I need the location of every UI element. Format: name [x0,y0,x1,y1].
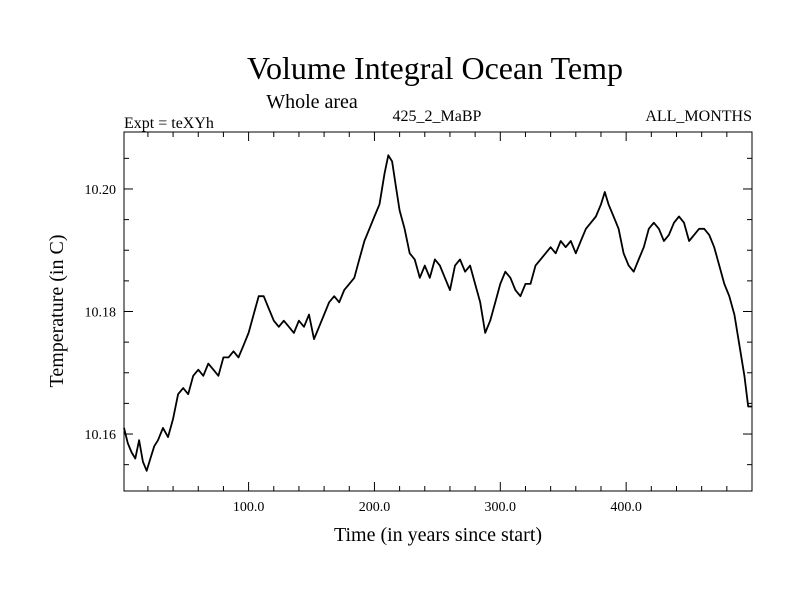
y-axis-label: Temperature (in C) [46,235,68,388]
x-tick-label: 400.0 [610,500,642,515]
x-tick-label: 200.0 [359,500,391,515]
annotation-right: ALL_MONTHS [645,108,752,125]
series-line [123,154,752,472]
series-layer [123,154,752,472]
x-axis-label: Time (in years since start) [334,524,542,546]
annotation-center: 425_2_MaBP [393,108,482,125]
annotation-left: Expt = teXYh [124,115,214,132]
y-tick-label: 10.20 [85,183,117,198]
x-tick-label: 100.0 [233,500,265,515]
plot-frame [123,131,753,492]
chart-subtitle: Whole area [266,91,358,113]
x-tick-label: 300.0 [485,500,517,515]
ticks-layer: 10.16 10.18 10.20 100.0 200.0 300.0 400.0 [85,132,752,515]
y-tick-label: 10.16 [85,428,117,443]
chart-title: Volume Integral Ocean Temp [247,50,623,86]
y-tick-label: 10.18 [85,306,117,321]
